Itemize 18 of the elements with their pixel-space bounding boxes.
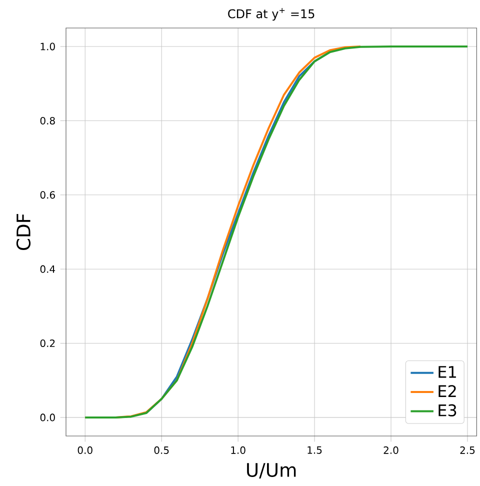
legend-label: E1: [438, 366, 456, 378]
x-axis-title: U/Um: [247, 463, 296, 478]
y-tick-label: 0.4: [40, 265, 56, 273]
x-tick-label: 1.0: [231, 446, 246, 454]
chart-title: CDF at y$^{+}$ =15: [228, 8, 314, 21]
y-tick-label: 1.0: [40, 42, 55, 50]
legend-label: E3: [438, 404, 456, 416]
x-tick-label: 0.5: [154, 446, 169, 454]
y-tick-label: 0.6: [40, 191, 55, 199]
y-tick-label: 0.2: [40, 339, 55, 348]
x-tick-label: 2.0: [384, 446, 398, 454]
x-tick-label: 0.0: [78, 446, 92, 454]
y-tick-label: 0.8: [40, 116, 55, 125]
legend-label: E2: [438, 385, 456, 397]
y-tick-label: 0.0: [40, 414, 55, 422]
x-tick-label: 1.5: [308, 446, 322, 454]
y-axis-title: CDF: [16, 214, 31, 250]
x-tick-label: 2.5: [460, 446, 475, 454]
